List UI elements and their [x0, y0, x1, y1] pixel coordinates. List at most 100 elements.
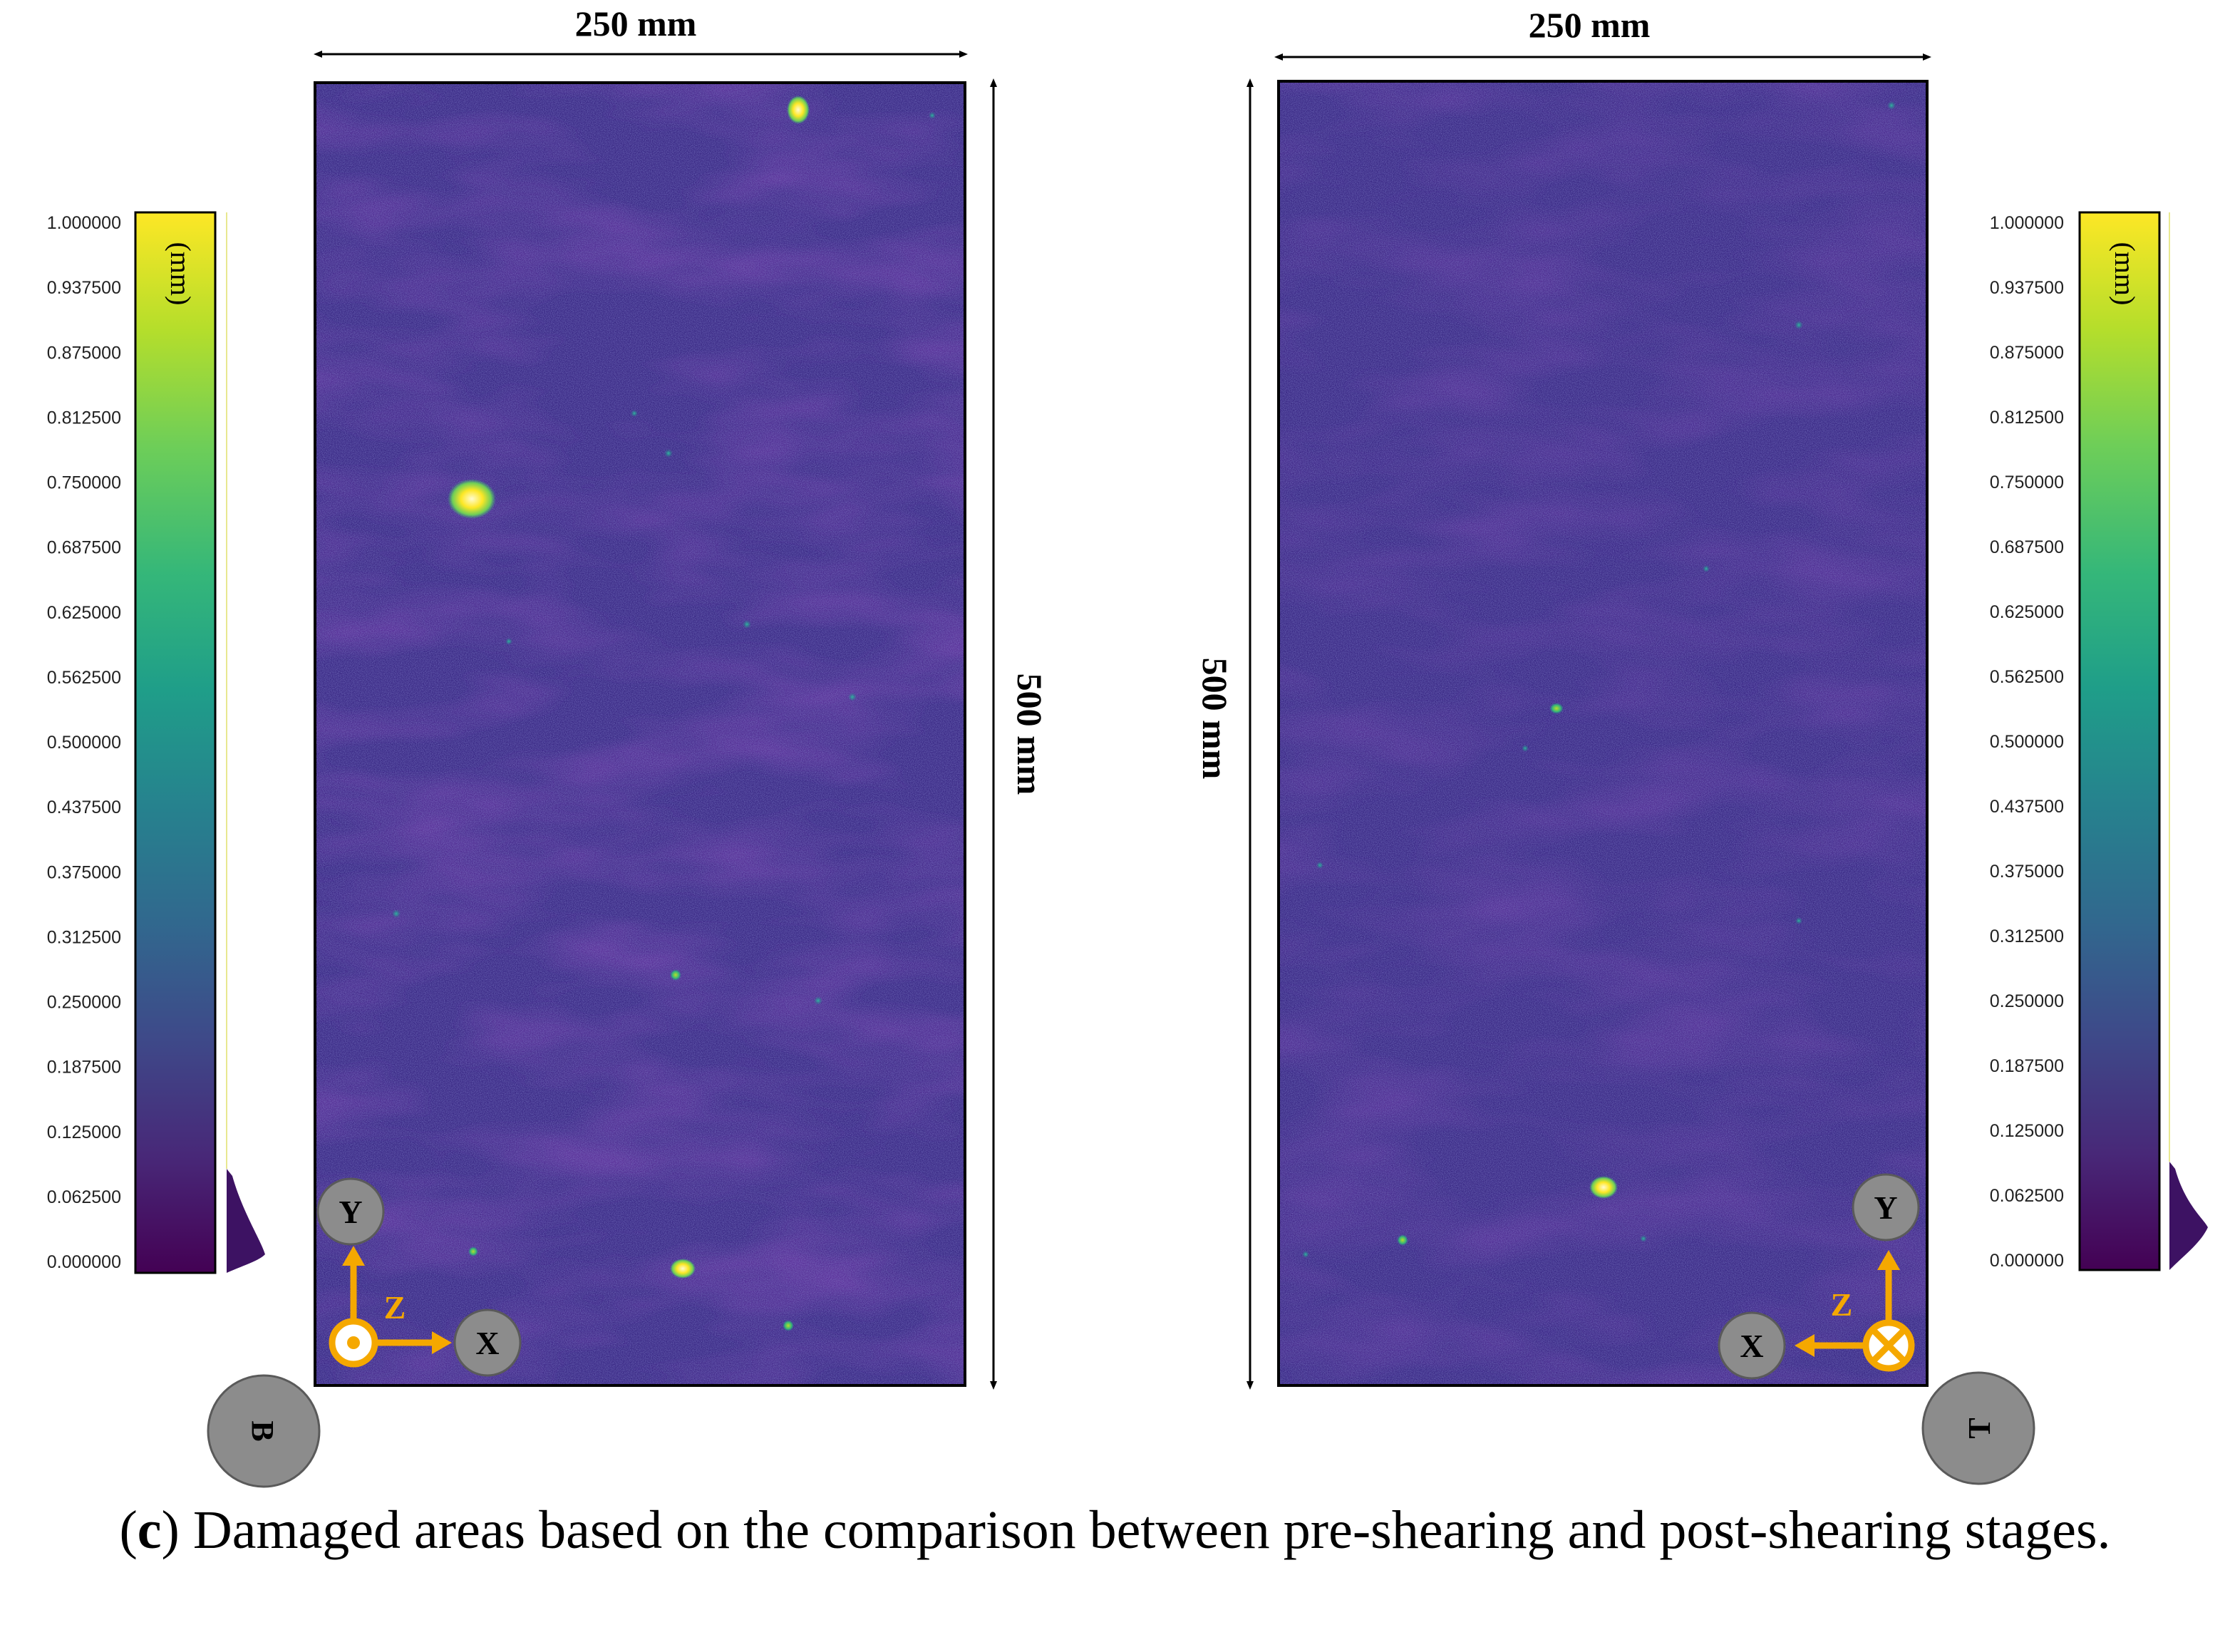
damage-spot: [664, 449, 673, 458]
y-arrowhead: [342, 1246, 365, 1266]
left-height-label: 500 mm: [1010, 673, 1050, 795]
damage-spot: [1640, 1235, 1647, 1242]
colorbar-tick-label: 0.937500: [1990, 278, 2064, 298]
figure-caption: (c) Damaged areas based on the compariso…: [119, 1500, 2111, 1560]
left-panel: 250 mm 500 mm: [207, 4, 1050, 1488]
left-colorbar-unit: (mm): [165, 242, 197, 306]
colorbar-tick-label: 0.562500: [47, 668, 121, 688]
colorbar-tick-label: 0.875000: [1990, 343, 2064, 363]
right-colorbar-ticks: 1.000000 0.937500 0.875000 0.812500 0.750000…: [1990, 213, 2064, 1271]
x-arrowhead: [1795, 1334, 1815, 1357]
colorbar-tick-label: 0.125000: [1990, 1121, 2064, 1141]
z-axis-label: Z: [384, 1289, 406, 1326]
colorbar-tick-label: 0.187500: [47, 1058, 121, 1078]
left-face-badge: [207, 1374, 321, 1488]
caption-label: c: [137, 1500, 162, 1560]
damage-spot: [1795, 917, 1802, 924]
colorbar-tick-label: 0.062500: [1990, 1186, 2064, 1206]
damage-spot: [1887, 101, 1896, 110]
colorbar-tick-label: 0.437500: [1990, 797, 2064, 817]
colorbar-tick-label: 0.812500: [1990, 408, 2064, 428]
right-axis-triad: Z Y X: [1718, 1173, 1920, 1380]
colorbar-tick-label: 0.750000: [47, 473, 121, 493]
left-colorbar-ticks: 1.000000 0.937500 0.875000 0.812500 0.750000…: [47, 213, 121, 1272]
right-height-label: 500 mm: [1195, 658, 1235, 780]
damage-spot: [631, 410, 638, 417]
colorbar-tick-label: 1.000000: [1990, 213, 2064, 233]
colorbar-tick-label: 0.625000: [47, 603, 121, 623]
colorbar-tick-label: 0.500000: [1990, 732, 2064, 752]
damage-spot: [1795, 321, 1803, 329]
left-colorbar: (mm) 1.000000 0.937500 0.875000 0.812500 0.7…: [47, 211, 265, 1274]
colorbar-tick-label: 0.375000: [1990, 862, 2064, 882]
colorbar-tick-label: 0.250000: [47, 993, 121, 1013]
colorbar-tick-label: 0.562500: [1990, 667, 2064, 687]
caption-text: Damaged areas based on the comparison be…: [192, 1500, 2111, 1560]
colorbar-tick-label: 0.437500: [47, 797, 121, 817]
y-arrowhead: [1877, 1250, 1900, 1270]
damage-spot: [1703, 565, 1710, 572]
colorbar-tick-label: 0.687500: [1990, 537, 2064, 557]
colorbar-tick-label: 0.312500: [47, 927, 121, 947]
x-axis-badge: [1718, 1311, 1786, 1380]
right-colorbar-unit: (mm): [2109, 242, 2141, 306]
colorbar-tick-label: 0.187500: [1990, 1056, 2064, 1076]
colorbar-tick-label: 0.812500: [47, 408, 121, 428]
colorbar-tick-label: 0.000000: [47, 1252, 121, 1272]
colorbar-tick-label: 0.937500: [47, 278, 121, 298]
colorbar-tick-label: 0.875000: [47, 343, 121, 363]
damage-spot: [787, 95, 810, 124]
colorbar-tick-label: 0.062500: [47, 1187, 121, 1207]
colorbar-tick-label: 0.375000: [47, 862, 121, 882]
colorbar-tick-label: 0.625000: [1990, 602, 2064, 622]
colorbar-tick-label: 0.750000: [1990, 473, 2064, 492]
damage-spot: [1302, 1251, 1309, 1258]
damage-spot: [468, 1246, 478, 1256]
right-face-badge: [1921, 1371, 2035, 1485]
colorbar-tick-label: 0.312500: [1990, 926, 2064, 946]
y-axis-badge: [316, 1177, 385, 1246]
damage-spot: [448, 479, 496, 519]
damage-spot: [929, 112, 936, 119]
colorbar-tick-label: 0.500000: [47, 733, 121, 753]
left-face-label: B: [245, 1420, 280, 1441]
right-width-label: 250 mm: [1529, 5, 1651, 45]
damage-spot: [670, 969, 681, 981]
colorbar-tick-label: 0.250000: [1990, 991, 2064, 1011]
x-arrowhead: [432, 1331, 452, 1354]
right-map-frame: [1277, 80, 1929, 1387]
colorbar-tick-label: 0.000000: [1990, 1251, 2064, 1271]
damage-spot: [743, 620, 751, 629]
right-colorbar-gradient: [2078, 211, 2161, 1271]
right-colorbar: (mm) 1.000000 0.937500 0.875000 0.812500 0.7…: [1990, 211, 2208, 1271]
x-axis-label: X: [1740, 1328, 1763, 1364]
right-face-label: T: [1962, 1418, 1997, 1438]
damage-spot: [814, 996, 822, 1005]
damage-spot: [1316, 862, 1323, 869]
damage-spot: [1522, 745, 1529, 752]
damage-spot: [1589, 1176, 1618, 1199]
left-damage-map: [314, 81, 966, 1387]
left-map-frame: [314, 81, 966, 1387]
right-panel: 250 mm 500 mm: [1195, 5, 2035, 1485]
damage-spot: [670, 1259, 696, 1279]
left-width-label: 250 mm: [575, 4, 697, 43]
damage-spot: [1549, 703, 1564, 714]
damage-spot: [505, 638, 512, 645]
right-damage-map: [1277, 80, 1929, 1387]
colorbar-tick-label: 0.687500: [47, 538, 121, 558]
x-axis-badge: [453, 1308, 522, 1377]
left-map-grain: [315, 83, 965, 1385]
y-axis-label: Y: [339, 1194, 362, 1230]
left-colorbar-gradient: [134, 211, 217, 1274]
left-histogram: [227, 1169, 265, 1273]
colorbar-tick-label: 0.125000: [47, 1122, 121, 1142]
z-axis-label: Z: [1831, 1286, 1853, 1323]
colorbar-tick-label: 1.000000: [47, 213, 121, 233]
damage-spot: [783, 1320, 794, 1331]
x-axis-label: X: [475, 1325, 499, 1361]
z-cross-line: [1870, 1327, 1907, 1364]
right-histogram: [2169, 1162, 2208, 1270]
z-out-dot: [347, 1336, 360, 1349]
